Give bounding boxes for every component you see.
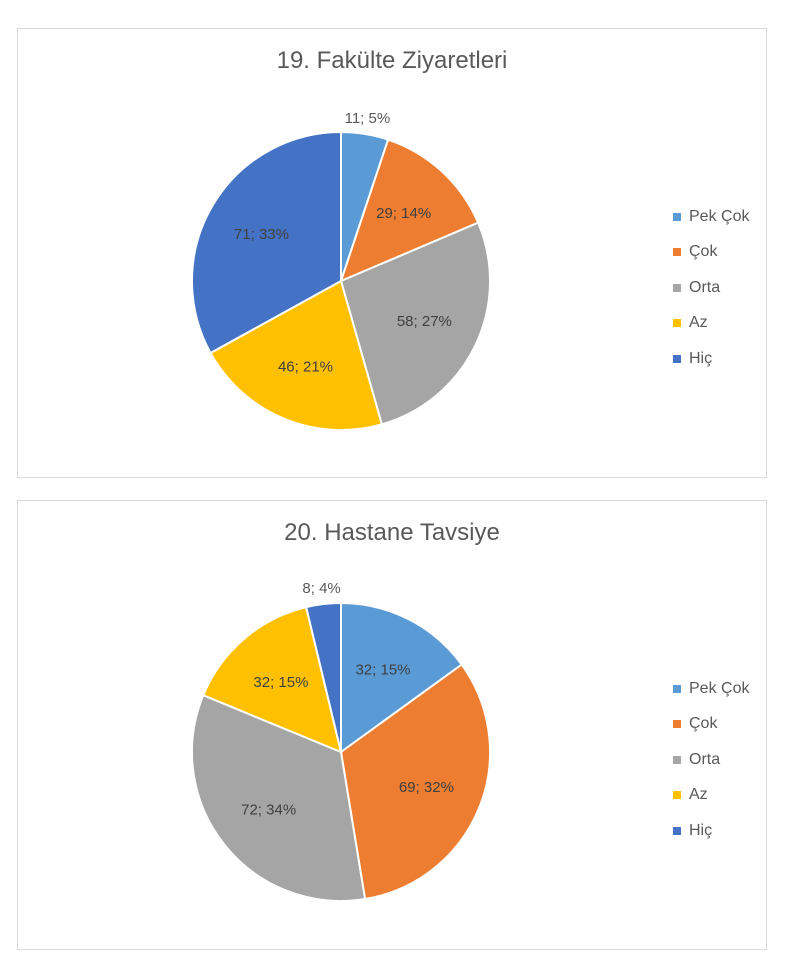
legend-swatch bbox=[673, 248, 681, 257]
pie-slice-cok bbox=[339, 663, 491, 901]
chart-panel-2: 20. Hastane Tavsiye 32; 15% 69; 32% 72; 34… bbox=[17, 500, 767, 950]
legend-swatch bbox=[673, 720, 681, 729]
legend-swatch bbox=[673, 319, 681, 328]
legend-label: Pek Çok bbox=[689, 679, 750, 697]
data-label-orta: 72; 34% bbox=[241, 801, 296, 818]
legend-item-hic: Hiç bbox=[673, 341, 749, 377]
legend-item-cok: Çok bbox=[673, 235, 749, 271]
pie-slice-hic bbox=[304, 601, 342, 753]
legend-label: Çok bbox=[689, 715, 718, 733]
data-label-pek-cok: 11; 5% bbox=[345, 110, 391, 127]
legend-label: Pek Çok bbox=[689, 207, 750, 225]
data-label-cok: 29; 14% bbox=[376, 205, 431, 222]
chart-panel-1: 19. Fakülte Ziyaretleri 11; 5% 29; 14% 58;… bbox=[17, 28, 767, 478]
legend-item-orta: Orta bbox=[673, 270, 749, 306]
legend-item-pek-cok: Pek Çok bbox=[673, 199, 749, 235]
legend-swatch bbox=[673, 684, 681, 693]
legend-label: Çok bbox=[689, 243, 718, 261]
legend-item-az: Az bbox=[673, 306, 749, 342]
pie-chart-2: 32; 15% 69; 32% 72; 34% 32; 15% 8; 4% bbox=[191, 580, 491, 902]
pie-slice-az bbox=[201, 605, 343, 754]
pie-slice-hic bbox=[191, 130, 342, 355]
pie-slice-orta bbox=[191, 693, 367, 902]
legend-swatch bbox=[673, 283, 681, 292]
legend-swatch bbox=[673, 755, 681, 764]
pie-slice-az bbox=[209, 279, 384, 431]
legend-1: Pek Çok Çok Orta Az Hiç bbox=[673, 199, 749, 377]
data-label-az: 32; 15% bbox=[253, 674, 308, 691]
legend-item-hic: Hiç bbox=[673, 813, 749, 849]
legend-swatch bbox=[673, 791, 681, 800]
data-label-hic: 8; 4% bbox=[302, 580, 340, 597]
legend-label: Orta bbox=[689, 278, 721, 296]
legend-label: Az bbox=[689, 786, 708, 804]
data-label-pek-cok: 32; 15% bbox=[355, 662, 410, 679]
data-label-az: 46; 21% bbox=[278, 358, 333, 375]
legend-swatch bbox=[673, 212, 681, 221]
legend-label: Orta bbox=[689, 750, 721, 768]
legend-item-az: Az bbox=[673, 778, 749, 814]
pie-slice-orta bbox=[339, 221, 491, 426]
data-label-orta: 58; 27% bbox=[397, 313, 452, 330]
legend-swatch bbox=[673, 354, 681, 363]
legend-item-pek-cok: Pek Çok bbox=[673, 671, 749, 707]
chart-title: 19. Fakülte Ziyaretleri bbox=[276, 47, 508, 74]
data-label-hic: 71; 33% bbox=[234, 226, 289, 243]
legend-label: Az bbox=[689, 314, 708, 332]
pie-slice-cok bbox=[339, 138, 480, 283]
pie-chart-1: 11; 5% 29; 14% 58; 27% 46; 21% 71; 33% bbox=[191, 110, 491, 431]
legend-label: Hiç bbox=[689, 821, 713, 839]
legend-label: Hiç bbox=[689, 349, 713, 367]
legend-swatch bbox=[673, 826, 681, 835]
chart-title: 20. Hastane Tavsiye bbox=[284, 519, 500, 546]
legend-2: Pek Çok Çok Orta Az Hiç bbox=[673, 671, 749, 849]
data-label-cok: 69; 32% bbox=[399, 779, 454, 796]
pie-slice-pek-cok bbox=[340, 601, 464, 754]
legend-item-cok: Çok bbox=[673, 707, 749, 743]
legend-item-orta: Orta bbox=[673, 742, 749, 778]
